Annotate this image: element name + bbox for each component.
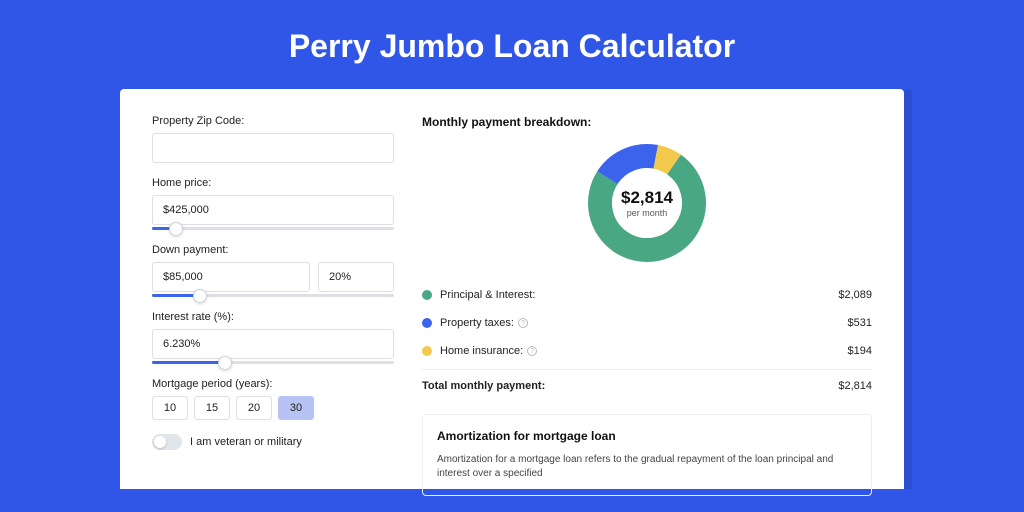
breakdown-list: Principal & Interest:$2,089Property taxe…	[422, 281, 872, 365]
legend-dot	[422, 346, 432, 356]
interest-rate-label: Interest rate (%):	[152, 311, 394, 323]
veteran-toggle[interactable]	[152, 434, 182, 450]
breakdown-total-row: Total monthly payment: $2,814	[422, 369, 872, 400]
home-price-slider[interactable]	[152, 227, 394, 230]
donut-wrap: $2,814 per month	[422, 143, 872, 263]
interest-rate-group: Interest rate (%):	[152, 311, 394, 364]
home-price-input[interactable]	[152, 195, 394, 225]
interest-rate-slider-thumb[interactable]	[218, 356, 232, 370]
zip-label: Property Zip Code:	[152, 115, 394, 127]
breakdown-value: $2,089	[838, 289, 872, 301]
home-price-slider-thumb[interactable]	[169, 222, 183, 236]
page-title: Perry Jumbo Loan Calculator	[0, 0, 1024, 89]
breakdown-row: Principal & Interest:$2,089	[422, 281, 872, 309]
donut-amount: $2,814	[621, 188, 673, 208]
info-icon[interactable]: ?	[527, 346, 537, 356]
mortgage-period-label: Mortgage period (years):	[152, 378, 394, 390]
down-payment-label: Down payment:	[152, 244, 394, 256]
interest-rate-input[interactable]	[152, 329, 394, 359]
mortgage-period-group: Mortgage period (years): 10152030	[152, 378, 394, 420]
legend-dot	[422, 318, 432, 328]
down-payment-pct-input[interactable]	[318, 262, 394, 292]
period-btn-10[interactable]: 10	[152, 396, 188, 420]
breakdown-value: $531	[848, 317, 872, 329]
period-btn-30[interactable]: 30	[278, 396, 314, 420]
donut-sub: per month	[621, 208, 673, 218]
donut-chart: $2,814 per month	[587, 143, 707, 263]
down-payment-slider-thumb[interactable]	[193, 289, 207, 303]
amortization-text: Amortization for a mortgage loan refers …	[437, 453, 857, 481]
calculator-card: Property Zip Code: Home price: Down paym…	[120, 89, 904, 489]
zip-input[interactable]	[152, 133, 394, 163]
interest-rate-slider[interactable]	[152, 361, 394, 364]
breakdown-label: Principal & Interest:	[440, 289, 838, 301]
breakdown-row: Property taxes:?$531	[422, 309, 872, 337]
home-price-label: Home price:	[152, 177, 394, 189]
period-btn-20[interactable]: 20	[236, 396, 272, 420]
down-payment-slider[interactable]	[152, 294, 394, 297]
period-btn-15[interactable]: 15	[194, 396, 230, 420]
interest-rate-slider-fill	[152, 361, 225, 364]
breakdown-value: $194	[848, 345, 872, 357]
down-payment-group: Down payment:	[152, 244, 394, 297]
breakdown-total-label: Total monthly payment:	[422, 380, 838, 392]
form-panel: Property Zip Code: Home price: Down paym…	[152, 115, 394, 489]
zip-field-group: Property Zip Code:	[152, 115, 394, 163]
amortization-box: Amortization for mortgage loan Amortizat…	[422, 414, 872, 496]
amortization-title: Amortization for mortgage loan	[437, 429, 857, 443]
breakdown-total-value: $2,814	[838, 380, 872, 392]
veteran-label: I am veteran or military	[190, 436, 302, 448]
home-price-group: Home price:	[152, 177, 394, 230]
breakdown-label: Property taxes:?	[440, 317, 848, 329]
veteran-row: I am veteran or military	[152, 434, 394, 450]
breakdown-title: Monthly payment breakdown:	[422, 115, 872, 129]
info-icon[interactable]: ?	[518, 318, 528, 328]
down-payment-input[interactable]	[152, 262, 310, 292]
breakdown-row: Home insurance:?$194	[422, 337, 872, 365]
donut-center: $2,814 per month	[621, 188, 673, 218]
legend-dot	[422, 290, 432, 300]
breakdown-label: Home insurance:?	[440, 345, 848, 357]
breakdown-panel: Monthly payment breakdown: $2,814 per mo…	[422, 115, 872, 489]
mortgage-period-buttons: 10152030	[152, 396, 394, 420]
